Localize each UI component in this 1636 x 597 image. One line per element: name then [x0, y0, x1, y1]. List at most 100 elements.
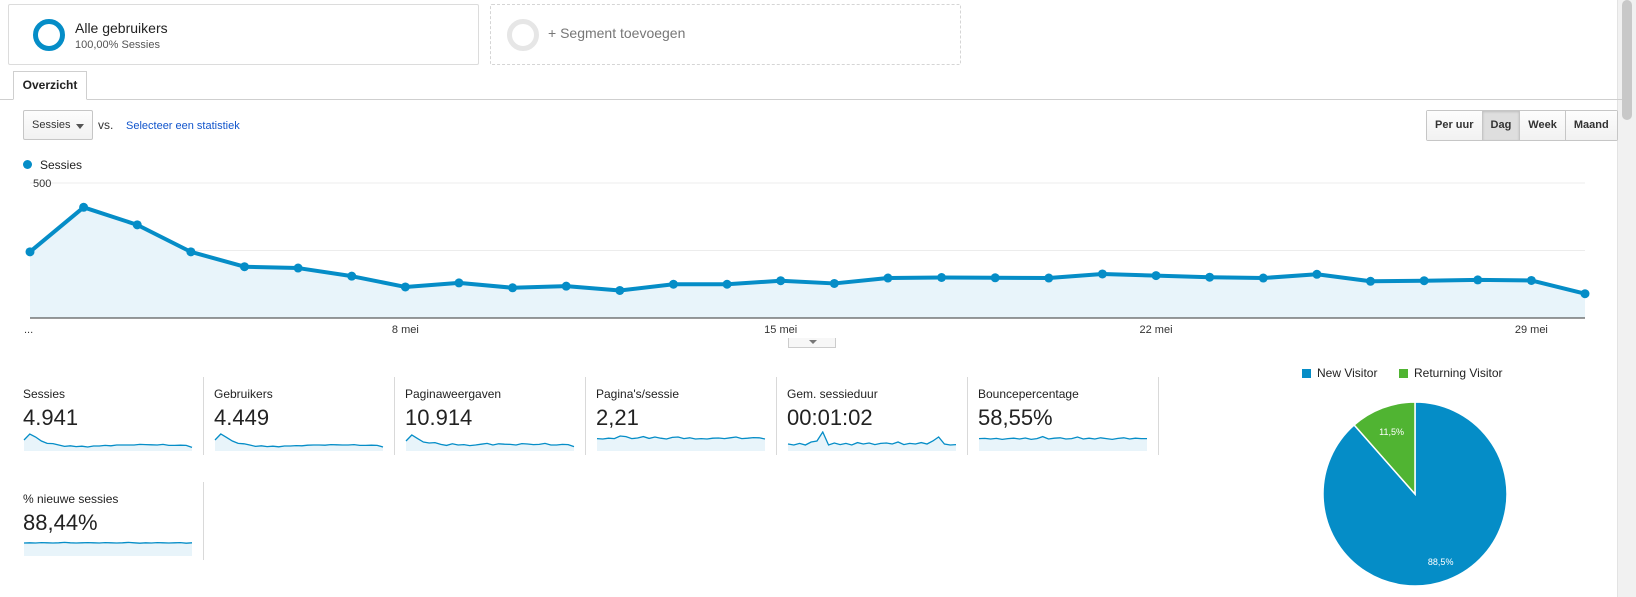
tile-divider: [776, 377, 777, 455]
metric-sparkline: [214, 433, 384, 451]
data-point: [1366, 276, 1376, 286]
metric-tile[interactable]: Paginaweergaven 10.914: [405, 387, 585, 467]
x-tick-label: 15 mei: [764, 324, 797, 336]
data-point: [1473, 275, 1483, 285]
granularity-hourly-button[interactable]: Per uur: [1427, 111, 1482, 140]
data-point: [615, 285, 625, 295]
tab-bar-divider: [0, 99, 1622, 100]
data-point: [454, 278, 464, 288]
data-point: [347, 271, 357, 281]
segment-all-users[interactable]: Alle gebruikers 100,00% Sessies: [8, 4, 479, 65]
metric-tile[interactable]: Pagina's/sessie 2,21: [596, 387, 776, 467]
data-point: [400, 282, 410, 292]
metric-sparkline: [23, 541, 193, 556]
pie-legend-new-label: New Visitor: [1317, 366, 1378, 380]
metric-label: Bouncepercentage: [978, 387, 1079, 401]
metric-label: Paginaweergaven: [405, 387, 502, 401]
tile-divider: [585, 377, 586, 455]
metric-tile[interactable]: Bouncepercentage 58,55%: [978, 387, 1158, 467]
chart-collapse-handle[interactable]: [788, 338, 836, 348]
metric-selector[interactable]: Sessies: [23, 110, 93, 140]
metric-sparkline: [978, 435, 1147, 451]
segment-subtitle: 100,00% Sessies: [75, 39, 160, 51]
data-point: [79, 202, 89, 212]
data-point: [668, 279, 678, 289]
data-point: [1097, 269, 1107, 279]
data-point: [561, 281, 571, 291]
sparkline-area: [788, 432, 956, 451]
add-segment-button[interactable]: + Segment toevoegen: [490, 4, 961, 65]
tile-divider: [203, 482, 204, 560]
data-point: [937, 273, 947, 282]
visitor-type-pie-chart: 88,5% 11,5%: [1322, 401, 1508, 587]
x-tick-label: ...: [24, 324, 33, 336]
data-point: [1312, 269, 1322, 279]
metric-label: Pagina's/sessie: [596, 387, 680, 401]
pie-legend-new: New Visitor: [1302, 366, 1377, 380]
sparkline-area: [24, 434, 192, 451]
scrollbar-thumb[interactable]: [1622, 0, 1632, 120]
metric-sparkline: [787, 431, 957, 451]
granularity-switch: Per uur Dag Week Maand: [1426, 110, 1618, 141]
data-point: [1580, 289, 1590, 299]
data-point: [776, 276, 786, 286]
x-tick-label: 8 mei: [392, 324, 419, 336]
y-tick-label: 500: [33, 178, 51, 190]
tab-overview[interactable]: Overzicht: [13, 71, 87, 100]
metric-sparkline: [23, 433, 193, 451]
data-point: [132, 220, 142, 230]
tile-divider: [967, 377, 968, 455]
sparkline-area: [406, 435, 574, 451]
data-point: [1419, 276, 1429, 286]
x-tick-label: 22 mei: [1140, 324, 1173, 336]
pie-slice: [1353, 401, 1416, 496]
tile-divider: [1158, 377, 1159, 455]
sparkline-area: [24, 542, 192, 556]
metric-tile[interactable]: Gebruikers 4.449: [214, 387, 394, 467]
metric-label: Gebruikers: [214, 387, 273, 401]
sparkline-line: [214, 433, 384, 448]
data-point: [1526, 275, 1536, 285]
sparkline-line: [596, 435, 766, 440]
sparkline-area: [979, 436, 1147, 451]
legend-swatch-returning-icon: [1399, 368, 1408, 378]
data-point: [883, 273, 893, 283]
metric-value: 4.449: [214, 405, 270, 430]
metric-value: 4.941: [23, 405, 79, 430]
metric-selector-value: Sessies: [32, 119, 71, 131]
granularity-month-button[interactable]: Maand: [1564, 111, 1617, 140]
legend-swatch-new-icon: [1302, 368, 1311, 378]
data-point: [990, 273, 1000, 283]
metric-label: Gem. sessieduur: [787, 387, 878, 401]
pie-slice-label: 11,5%: [1379, 427, 1404, 437]
legend-dot-icon: [23, 160, 32, 169]
empty-segment-ring-icon: [507, 19, 539, 51]
add-segment-label: + Segment toevoegen: [548, 25, 686, 41]
segment-title: Alle gebruikers: [75, 20, 168, 36]
collapse-triangle-icon: [809, 340, 817, 344]
page-scrollbar[interactable]: [1617, 0, 1636, 597]
metric-tile[interactable]: Gem. sessieduur 00:01:02: [787, 387, 967, 467]
sparkline-area: [597, 436, 765, 451]
metric-tile[interactable]: Sessies 4.941: [23, 387, 203, 467]
pie-slice-label: 88,5%: [1428, 557, 1454, 567]
metric-sparkline: [405, 434, 575, 451]
data-point: [508, 283, 518, 293]
legend-series-label: Sessies: [40, 158, 83, 172]
chevron-down-icon: [76, 124, 84, 129]
granularity-day-button[interactable]: Dag: [1481, 111, 1520, 140]
select-metric-link[interactable]: Selecteer een statistiek: [126, 120, 240, 132]
metric-tile[interactable]: % nieuwe sessies 88,44%: [23, 492, 203, 572]
segment-ring-icon: [33, 19, 65, 51]
tile-divider: [203, 377, 204, 455]
sparkline-line: [978, 435, 1147, 441]
data-point: [186, 247, 196, 257]
x-tick-label: 29 mei: [1515, 324, 1548, 336]
series-line: [28, 205, 1586, 296]
vs-label: vs.: [98, 118, 114, 132]
data-point: [1044, 273, 1054, 283]
granularity-week-button[interactable]: Week: [1519, 111, 1565, 140]
data-point: [722, 279, 732, 289]
sparkline-line: [405, 434, 575, 448]
